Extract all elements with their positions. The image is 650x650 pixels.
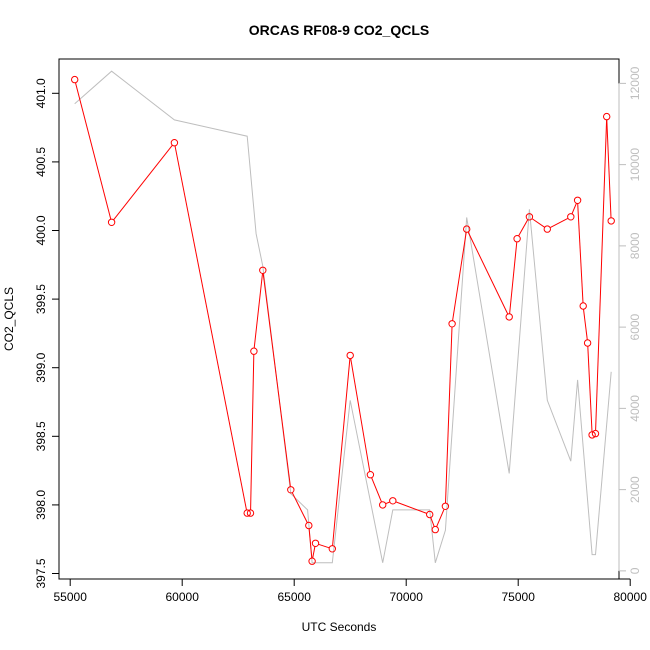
x-tick-label: 55000 [54,590,88,604]
y2-tick-label: 2000 [628,476,642,503]
data-point [170,139,179,147]
primary-series-segment [318,543,330,549]
primary-series-segment [583,309,588,340]
data-point [250,347,258,355]
y2-tick-label: 10000 [628,148,642,182]
data-point [573,196,582,205]
data-point [505,313,513,321]
data-point [525,213,534,221]
primary-series-segment [291,492,308,523]
y2-tick-label: 6000 [628,313,642,340]
y-tick-label: 399.5 [34,284,48,314]
x-tick-label: 60000 [166,590,200,604]
primary-series-segment [467,231,509,315]
data-point [567,213,575,221]
x-tick-label: 65000 [278,590,312,604]
data-point [366,471,375,479]
data-point [513,235,521,243]
y2-tick-label: 12000 [628,66,642,100]
data-point [71,75,79,84]
primary-series-segment [571,203,577,214]
data-point [243,509,251,517]
y-tick-label: 397.5 [34,558,48,588]
y-tick-label: 398.0 [34,490,48,520]
primary-series-segment [113,144,173,221]
data-point [603,112,611,121]
data-point [328,545,336,553]
primary-series-segment [262,273,291,487]
primary-series-segment [445,326,453,504]
secondary-series [74,70,612,564]
x-tick-label: 80000 [614,590,648,604]
data-point [441,502,450,510]
primary-series-segment [350,358,371,472]
y2-tick-label: 0 [628,567,642,574]
primary-series-segment [371,477,382,503]
data-point [311,539,320,547]
y2-axis: 0 2000 4000 6000 8000 10000 12000 [618,66,642,574]
primary-series-segment [395,501,427,514]
primary-series-segment [549,217,569,229]
primary-series-segment [250,354,255,510]
primary-series-segment [577,203,584,303]
x-axis: 55000 60000 65000 70000 75000 80000 [54,578,648,604]
data-point [389,497,397,505]
primary-series-segment [452,232,467,321]
data-point [607,217,615,225]
data-point [591,429,600,438]
primary-series-segment [174,145,247,511]
primary-series [71,75,615,565]
primary-series-segment [587,346,593,432]
y-axis: 397.5 398.0 398.5 399.0 399.5 400.0 400.5 401.0 [34,78,60,589]
secondary-series-line [74,70,612,564]
data-point [448,320,456,328]
primary-series-segment [606,119,612,218]
y-tick-label: 400.0 [34,215,48,245]
primary-series-segment [253,273,263,349]
x-axis-label: UTC Seconds [302,620,377,634]
data-point [431,525,439,534]
primary-series-segment [312,546,316,559]
y2-tick-label: 8000 [628,232,642,259]
data-point [379,501,387,509]
data-point [287,486,295,494]
primary-series-segment [430,517,435,527]
y-tick-label: 401.0 [34,78,48,108]
primary-series-segment [509,241,518,314]
y-tick-label: 399.0 [34,352,48,382]
primary-series-segment [595,119,608,431]
data-point [346,351,354,360]
x-tick-label: 70000 [390,590,424,604]
primary-series-segment [385,501,390,505]
data-point [543,225,551,233]
data-point [588,431,596,439]
primary-series-segment [518,219,529,237]
primary-series-segment [75,82,112,220]
primary-series-segment [531,218,545,228]
data-point [579,302,587,310]
y-tick-label: 400.5 [34,147,48,177]
data-point [305,521,313,530]
primary-series-segment [332,358,351,546]
data-point [259,266,267,274]
primary-series-segment [436,509,445,527]
data-point [308,557,316,565]
y-tick-label: 398.5 [34,421,48,451]
y-axis-label: CO2_QCLS [2,287,16,351]
y2-tick-label: 4000 [628,395,642,422]
data-point [107,218,116,227]
data-point [463,225,471,233]
data-point [426,510,434,519]
chart-title: ORCAS RF08-9 CO2_QCLS [249,22,429,38]
data-point [583,339,592,347]
x-tick-label: 75000 [502,590,536,604]
data-point [246,509,255,517]
primary-series-segment [308,528,313,559]
